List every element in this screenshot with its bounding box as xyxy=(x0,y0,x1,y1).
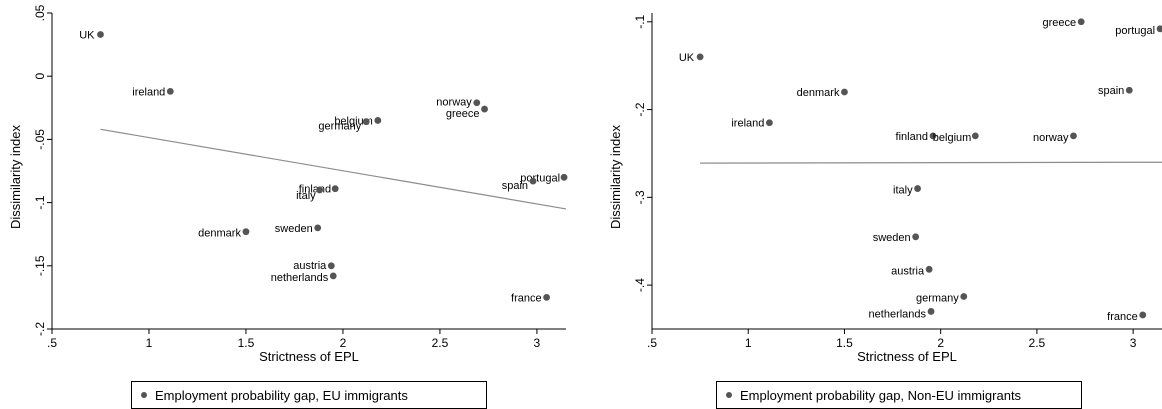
x-tick-label: 2 xyxy=(340,336,347,350)
point-label-greece: greece xyxy=(1043,17,1077,29)
y-axis-title: Dissimilarity index xyxy=(608,124,623,229)
point-label-belgium: belgium xyxy=(334,115,373,127)
legend-marker-icon xyxy=(726,392,732,398)
legend-marker-icon xyxy=(141,392,147,398)
x-tick-label: 2 xyxy=(937,336,944,350)
point-label-netherlands: netherlands xyxy=(271,272,329,284)
x-axis-title: Strictness of EPL xyxy=(857,349,957,364)
x-tick-label: 1.5 xyxy=(836,336,853,350)
legend-label: Employment probability gap, EU immigrant… xyxy=(155,387,408,403)
point-label-finland: finland xyxy=(299,184,331,196)
data-point-netherlands xyxy=(927,308,935,315)
x-tick-label: 1 xyxy=(146,336,153,350)
data-point-germany xyxy=(362,118,370,126)
y-tick-label: -.1 xyxy=(33,195,47,209)
point-label-uk: UK xyxy=(679,52,695,64)
data-point-netherlands xyxy=(329,272,337,280)
point-label-denmark: denmark xyxy=(797,87,840,99)
data-point-denmark xyxy=(841,88,848,96)
point-label-greece: greece xyxy=(446,108,480,120)
data-point-norway xyxy=(473,99,481,107)
point-label-sweden: sweden xyxy=(873,232,911,244)
data-point-denmark xyxy=(242,228,250,236)
point-label-ireland: ireland xyxy=(731,118,764,130)
point-label-portugal: portugal xyxy=(1115,25,1155,37)
point-label-spain: spain xyxy=(502,180,528,192)
point-label-norway: norway xyxy=(1033,132,1069,144)
data-point-france xyxy=(1139,311,1147,319)
y-tick-label: -.15 xyxy=(33,255,47,276)
data-point-greece xyxy=(481,105,488,113)
point-label-ireland: ireland xyxy=(132,86,165,98)
point-label-belgium: belgium xyxy=(933,132,972,144)
chart-panel-eu: .05 0 -.05 -.1 -.15 -.2.5 1 1.5 2 2.5 3 Strictness … xyxy=(8,4,568,364)
point-label-austria: austria xyxy=(891,265,925,277)
data-point-portugal xyxy=(1156,25,1162,33)
fit-line xyxy=(700,161,1162,164)
point-label-france: france xyxy=(511,292,542,304)
data-point-belgium xyxy=(374,117,382,124)
data-point-germany xyxy=(960,293,968,300)
data-point-spain xyxy=(529,177,537,185)
fit-line xyxy=(100,128,567,210)
y-tick-label: -.4 xyxy=(633,278,647,292)
point-label-uk: UK xyxy=(79,29,95,41)
data-point-sweden xyxy=(912,233,920,241)
y-tick-label: -.1 xyxy=(633,14,647,28)
data-point-ireland xyxy=(166,87,174,95)
data-point-belgium xyxy=(971,132,979,140)
point-label-italy: italy xyxy=(296,190,316,202)
x-tick-label: 3 xyxy=(1130,336,1137,350)
data-point-spain xyxy=(1125,86,1133,94)
y-tick-label: -.2 xyxy=(633,102,647,116)
x-tick-label: 1 xyxy=(745,336,752,350)
data-point-uk xyxy=(696,53,704,61)
chart-panel-non-eu: -.1 -.2 -.3 -.4 .5 1 1.5 2 2.5 3 Strictness of EPL… xyxy=(608,13,1162,364)
data-point-finland xyxy=(929,132,937,140)
y-tick-label: -.05 xyxy=(33,129,47,150)
point-label-netherlands: netherlands xyxy=(869,308,927,320)
point-label-austria: austria xyxy=(293,260,327,272)
data-point-portugal xyxy=(560,173,568,181)
y-tick-label: -.3 xyxy=(633,190,647,204)
y-tick-label: .05 xyxy=(33,4,47,21)
x-tick-label: .5 xyxy=(647,336,657,350)
x-tick-label: 3 xyxy=(534,336,541,350)
data-point-sweden xyxy=(314,224,322,232)
legend-non-eu: Employment probability gap, Non-EU immig… xyxy=(716,381,1082,409)
point-label-sweden: sweden xyxy=(275,223,313,235)
data-point-italy xyxy=(316,186,324,194)
y-axis-title: Dissimilarity index xyxy=(8,124,23,229)
point-label-denmark: denmark xyxy=(198,228,241,240)
point-label-germany: germany xyxy=(916,293,959,305)
y-tick-label: -.2 xyxy=(33,322,47,336)
x-tick-label: 2.5 xyxy=(1029,336,1046,350)
data-point-uk xyxy=(97,31,104,38)
data-point-norway xyxy=(1070,132,1077,140)
point-label-germany: germany xyxy=(318,121,361,133)
x-axis-title: Strictness of EPL xyxy=(259,349,359,364)
point-label-finland: finland xyxy=(896,131,928,143)
data-point-ireland xyxy=(765,119,773,127)
x-tick-label: 2.5 xyxy=(432,336,449,350)
data-point-austria xyxy=(925,265,933,273)
data-point-greece xyxy=(1077,18,1085,26)
data-point-france xyxy=(543,294,551,301)
x-tick-label: .5 xyxy=(47,336,57,350)
data-point-finland xyxy=(331,185,339,193)
x-tick-label: 1.5 xyxy=(238,336,255,350)
data-point-austria xyxy=(327,262,335,270)
y-tick-label: 0 xyxy=(33,73,47,80)
point-label-spain: spain xyxy=(1098,85,1124,97)
legend-label: Employment probability gap, Non-EU immig… xyxy=(740,387,1022,403)
data-point-italy xyxy=(914,185,921,192)
legend-eu: Employment probability gap, EU immigrant… xyxy=(131,381,487,409)
point-label-italy: italy xyxy=(893,185,913,197)
point-label-france: france xyxy=(1107,311,1138,323)
point-label-norway: norway xyxy=(436,97,472,109)
